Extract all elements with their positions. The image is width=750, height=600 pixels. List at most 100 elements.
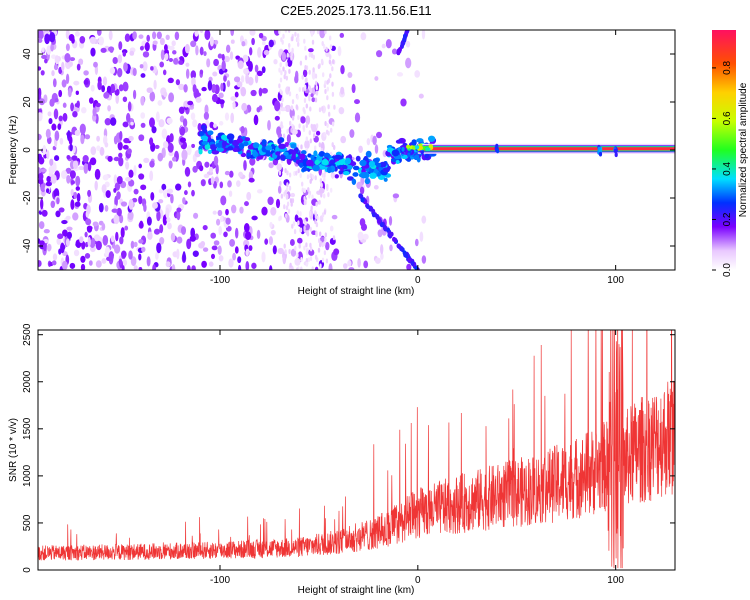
heatmap-cell bbox=[294, 257, 301, 266]
heatmap-cell bbox=[330, 127, 333, 133]
heatmap-cell bbox=[175, 79, 181, 86]
heatmap-cell bbox=[230, 30, 235, 37]
heatmap-cell bbox=[277, 247, 284, 255]
heatmap-cell bbox=[234, 91, 239, 98]
heatmap-cell bbox=[127, 101, 132, 112]
heatmap-cell bbox=[69, 143, 73, 152]
heatmap-cell bbox=[139, 46, 144, 51]
heatmap-cell bbox=[268, 39, 274, 48]
heatmap-cell bbox=[347, 71, 353, 79]
heatmap-cell bbox=[317, 64, 321, 70]
heatmap-cell bbox=[144, 41, 150, 52]
heatmap-cell bbox=[50, 174, 57, 184]
heatmap-cell bbox=[101, 184, 107, 194]
heatmap-cell bbox=[95, 102, 101, 108]
heatmap-cell bbox=[128, 169, 134, 178]
heatmap-cell bbox=[268, 236, 273, 246]
heatmap-cell bbox=[278, 216, 281, 222]
heatmap-cell bbox=[286, 128, 289, 134]
heatmap-cell bbox=[351, 83, 356, 94]
heatmap-cell bbox=[383, 225, 387, 231]
heatmap-cell bbox=[203, 173, 210, 179]
heatmap-cell bbox=[374, 144, 379, 154]
heatmap-cell bbox=[127, 211, 134, 221]
heatmap-cell bbox=[385, 38, 392, 49]
heatmap-cell bbox=[44, 58, 48, 64]
snr-y-axis-title: SNR (10 * v/v) bbox=[8, 418, 19, 482]
heatmap-cell bbox=[347, 260, 352, 267]
heatmap-cell bbox=[229, 51, 234, 60]
heatmap-y-tick-label: -20 bbox=[22, 190, 33, 205]
heatmap-cell bbox=[128, 250, 133, 260]
heatmap-cell bbox=[65, 43, 70, 52]
heatmap-cell bbox=[122, 144, 129, 150]
snr-frame bbox=[37, 329, 676, 571]
heatmap-cell bbox=[284, 168, 287, 174]
heatmap-cell bbox=[128, 135, 134, 142]
heatmap-cell bbox=[248, 177, 255, 183]
heatmap-cell bbox=[296, 210, 299, 216]
heatmap-cell bbox=[78, 58, 84, 65]
heatmap-cell bbox=[41, 209, 48, 217]
heatmap-cell bbox=[187, 100, 194, 106]
heatmap-cell bbox=[328, 263, 333, 270]
heatmap-cell bbox=[122, 96, 128, 103]
heatmap-cell bbox=[265, 145, 273, 151]
heatmap-cell bbox=[298, 87, 301, 92]
heatmap-cell bbox=[311, 70, 316, 80]
heatmap-cell bbox=[223, 231, 228, 238]
heatmap-cell bbox=[309, 138, 312, 144]
heatmap-cell bbox=[224, 170, 230, 176]
heatmap-cell bbox=[276, 163, 282, 171]
heatmap-cell bbox=[133, 164, 137, 176]
heatmap-cell bbox=[210, 253, 216, 260]
heatmap-cell bbox=[261, 66, 266, 74]
heatmap-cell bbox=[238, 142, 245, 150]
heatmap-cell bbox=[297, 237, 303, 244]
heatmap-cell bbox=[326, 79, 329, 85]
heatmap-cell bbox=[207, 149, 213, 154]
heatmap-cell bbox=[69, 170, 76, 179]
heatmap-cell bbox=[360, 171, 368, 179]
heatmap-cell bbox=[288, 185, 292, 191]
heatmap-cell bbox=[163, 44, 168, 52]
heatmap-cell bbox=[210, 176, 215, 185]
heatmap-cell bbox=[226, 80, 231, 88]
heatmap-cell bbox=[247, 144, 254, 150]
heatmap-cell bbox=[227, 180, 232, 188]
heatmap-cell bbox=[96, 145, 101, 151]
heatmap-cell bbox=[170, 193, 174, 204]
heatmap-cell bbox=[250, 89, 257, 97]
heatmap-cell bbox=[366, 138, 371, 146]
heatmap-cell bbox=[277, 185, 282, 194]
heatmap-cell bbox=[80, 263, 86, 270]
heatmap-cell bbox=[289, 198, 293, 204]
heatmap-cell bbox=[216, 218, 221, 226]
heatmap-cell bbox=[291, 99, 295, 105]
heatmap-cell bbox=[267, 120, 271, 131]
heatmap-cell bbox=[305, 123, 308, 128]
heatmap-cell bbox=[52, 253, 58, 261]
colorbar-tick-label: 0.2 bbox=[722, 212, 733, 226]
heatmap-cell bbox=[411, 139, 417, 146]
heatmap-cell bbox=[118, 214, 124, 224]
heatmap-cell bbox=[190, 227, 196, 239]
heatmap-cell bbox=[314, 159, 320, 166]
heatmap-cell bbox=[192, 250, 199, 257]
heatmap-cell bbox=[112, 56, 118, 65]
heatmap-cell bbox=[201, 140, 209, 145]
heatmap-cell bbox=[245, 73, 249, 84]
heatmap-cell bbox=[285, 194, 289, 200]
heatmap-cell bbox=[264, 238, 269, 245]
heatmap-cell bbox=[69, 57, 76, 62]
heatmap-cell bbox=[62, 112, 68, 122]
heatmap-cell bbox=[178, 83, 185, 91]
heatmap-cell bbox=[146, 216, 152, 226]
heatmap-cell bbox=[221, 60, 226, 72]
heatmap-cell bbox=[53, 188, 60, 199]
heatmap-cell bbox=[199, 165, 204, 172]
heatmap-cell bbox=[84, 253, 91, 259]
heatmap-cell bbox=[109, 67, 116, 75]
heatmap-cell bbox=[287, 86, 291, 92]
heatmap-cell bbox=[325, 129, 329, 135]
